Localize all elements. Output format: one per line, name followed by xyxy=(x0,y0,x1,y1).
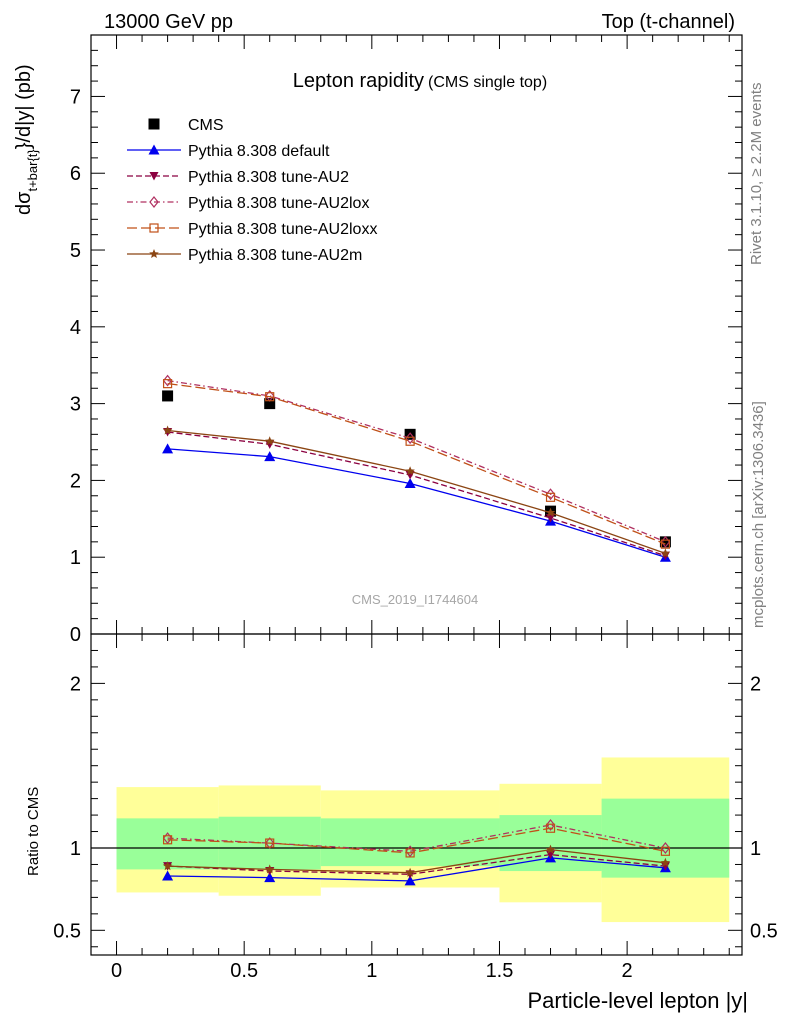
x-axis-label: Particle-level lepton |y| xyxy=(527,988,748,1013)
main-series xyxy=(162,374,671,562)
main-point-pythia-8-308-tune-au2loxx xyxy=(545,492,556,502)
legend-label-pythia-8-308-tune-au2m: Pythia 8.308 tune-AU2m xyxy=(188,247,362,264)
ratio-line-pythia-8-308-tune-au2loxx xyxy=(167,827,666,854)
ratio-point-pythia-8-308-tune-au2lox xyxy=(162,832,173,845)
header-energy-label: 13000 GeV pp xyxy=(104,11,233,33)
main-line-pythia-8-308-tune-au2lox xyxy=(167,379,666,543)
mcplots-label: mcplots.cern.ch [arXiv:1306.3436] xyxy=(750,401,767,628)
main-point-pythia-8-308-tune-au2loxx xyxy=(660,539,671,549)
main-point-pythia-8-308-tune-au2m xyxy=(660,548,671,558)
ratio-point-pythia-8-308-tune-au2m xyxy=(405,867,415,877)
ratio-point-pythia-8-308-tune-au2m xyxy=(545,844,556,854)
main-subtitle: (CMS single top) xyxy=(428,74,547,91)
ratio-point-pythia-8-308-tune-au2m xyxy=(162,861,173,871)
x-tick-label: 0.5 xyxy=(230,960,258,982)
ratio-uncertainty-bands xyxy=(91,757,742,923)
ratio-point-pythia-8-308-tune-au2lox xyxy=(545,818,556,831)
ratio-point-pythia-8-308-tune-au2lox xyxy=(405,845,415,858)
main-point-pythia-8-308-tune-au2 xyxy=(265,440,275,449)
main-point-pythia-8-308-tune-au2lox xyxy=(405,432,415,445)
legend-marker-pythia-8-308-tune-au2lox xyxy=(149,196,159,208)
main-line-pythia-8-308-tune-au2 xyxy=(167,431,666,557)
main-point-pythia-8-308-default xyxy=(264,451,276,462)
legend-label-cms: CMS xyxy=(188,117,224,134)
legend-marker-pythia-8-308-tune-au2m xyxy=(149,249,159,258)
legend-label-pythia-8-308-tune-au2: Pythia 8.308 tune-AU2 xyxy=(188,169,349,186)
x-tick-label: 1.5 xyxy=(486,960,514,982)
main-point-pythia-8-308-tune-au2loxx xyxy=(405,436,415,446)
main-point-pythia-8-308-default xyxy=(162,443,174,454)
axis-ticks xyxy=(91,34,742,955)
main-point-cms xyxy=(264,398,276,410)
ratio-band-green-2 xyxy=(320,818,500,867)
ratio-panel-frame xyxy=(90,633,743,956)
ratio-line-pythia-8-308-tune-au2lox xyxy=(167,824,666,852)
main-point-pythia-8-308-tune-au2loxx xyxy=(265,392,275,402)
legend-marker-pythia-8-308-tune-au2 xyxy=(149,172,159,181)
ratio-y-tick-label-right: 1 xyxy=(750,838,761,860)
main-y-tick-label: 3 xyxy=(70,394,81,416)
main-point-pythia-8-308-default xyxy=(404,477,416,488)
main-point-pythia-8-308-tune-au2m xyxy=(162,425,173,435)
ratio-point-pythia-8-308-tune-au2loxx xyxy=(162,835,173,845)
x-tick-label: 2 xyxy=(622,960,633,982)
legend-marker-pythia-8-308-default xyxy=(148,144,160,155)
main-point-pythia-8-308-tune-au2lox xyxy=(162,374,173,387)
main-line-pythia-8-308-tune-au2m xyxy=(167,429,666,555)
legend: CMS Pythia 8.308 default Pythia 8.308 tune… xyxy=(127,117,377,264)
main-y-tick-label: 0 xyxy=(70,624,81,646)
main-line-pythia-8-308-tune-au2loxx xyxy=(167,382,666,545)
main-point-pythia-8-308-tune-au2lox xyxy=(545,488,556,501)
main-point-cms xyxy=(404,428,416,440)
ratio-point-pythia-8-308-tune-au2loxx xyxy=(405,848,415,858)
ratio-y-axis-label: Ratio to CMS xyxy=(25,787,42,876)
header-process-label: Top (t-channel) xyxy=(602,11,735,33)
ratio-point-pythia-8-308-tune-au2m xyxy=(660,857,671,867)
ratio-y-tick-label-left: 2 xyxy=(70,673,81,695)
main-point-pythia-8-308-tune-au2m xyxy=(265,436,275,446)
main-y-tick-label: 4 xyxy=(70,317,81,339)
ratio-point-pythia-8-308-default xyxy=(162,870,174,881)
x-tick-label: 1 xyxy=(366,960,377,982)
ratio-line-pythia-8-308-tune-au2 xyxy=(167,853,666,875)
legend-marker-pythia-8-308-tune-au2loxx xyxy=(149,223,159,233)
x-tick-label: 0 xyxy=(111,960,122,982)
ratio-series xyxy=(162,818,671,886)
analysis-tag: CMS_2019_I1744604 xyxy=(352,592,479,607)
ratio-y-tick-label-left: 0.5 xyxy=(53,920,81,942)
ratio-y-tick-label-right: 2 xyxy=(750,673,761,695)
legend-marker-cms xyxy=(148,118,160,130)
main-y-axis-label: dσt+bar{t}}/d|y| (pb) xyxy=(13,64,40,215)
main-point-pythia-8-308-tune-au2 xyxy=(546,514,556,523)
main-y-tick-label: 5 xyxy=(70,240,81,262)
main-line-pythia-8-308-default xyxy=(167,448,666,558)
ratio-y-tick-label-right: 0.5 xyxy=(750,920,778,942)
main-y-tick-label: 1 xyxy=(70,547,81,569)
legend-label-pythia-8-308-default: Pythia 8.308 default xyxy=(188,143,330,160)
main-point-pythia-8-308-tune-au2m xyxy=(405,466,415,476)
legend-label-pythia-8-308-tune-au2loxx: Pythia 8.308 tune-AU2loxx xyxy=(188,221,377,238)
ratio-point-pythia-8-308-tune-au2loxx xyxy=(265,838,275,848)
main-y-tick-label: 2 xyxy=(70,470,81,492)
main-y-tick-label: 7 xyxy=(70,86,81,108)
ratio-point-pythia-8-308-default xyxy=(404,875,416,886)
legend-label-pythia-8-308-tune-au2lox: Pythia 8.308 tune-AU2lox xyxy=(188,195,369,212)
main-point-cms xyxy=(162,390,174,402)
main-point-pythia-8-308-tune-au2m xyxy=(545,507,556,517)
ratio-point-pythia-8-308-tune-au2m xyxy=(265,864,275,874)
ratio-point-pythia-8-308-tune-au2lox xyxy=(264,837,275,850)
ratio-point-pythia-8-308-tune-au2loxx xyxy=(660,846,671,856)
ratio-band-green-3 xyxy=(499,815,602,872)
ratio-y-tick-label-left: 1 xyxy=(70,838,81,860)
main-point-pythia-8-308-tune-au2loxx xyxy=(162,379,173,389)
main-y-tick-label: 6 xyxy=(70,163,81,185)
axis-tick-labels: 0 1 2 3 4 5 6 7 0 0.5 1 1.5 2 0.5 0.5 1 1 2 2 xyxy=(53,86,778,982)
ratio-point-pythia-8-308-tune-au2lox xyxy=(660,842,671,854)
ratio-point-pythia-8-308-default xyxy=(264,872,276,883)
main-title: Lepton rapidity xyxy=(293,70,424,92)
main-point-cms xyxy=(659,536,671,548)
ratio-point-pythia-8-308-tune-au2loxx xyxy=(545,823,556,833)
rivet-version-label: Rivet 3.1.10, ≥ 2.2M events xyxy=(748,83,765,266)
